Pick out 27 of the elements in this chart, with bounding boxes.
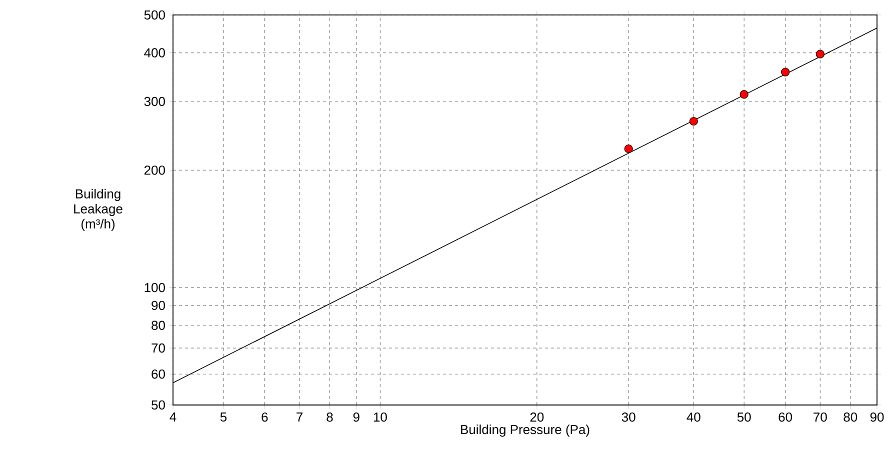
- x-tick-label: 8: [326, 412, 333, 422]
- x-tick-label: 30: [622, 412, 636, 422]
- y-axis-title: Building Leakage (m³/h): [74, 188, 122, 232]
- y-tick-label: 70: [152, 343, 165, 353]
- x-tick-label: 50: [737, 412, 751, 422]
- x-tick-label: 7: [296, 412, 302, 422]
- y-tick-label: 60: [152, 370, 165, 379]
- y-tick-label: 200: [144, 166, 165, 175]
- x-tick-label: 90: [870, 412, 884, 422]
- x-tick-label: 20: [530, 412, 544, 422]
- y-tick-label: 100: [144, 282, 165, 292]
- x-tick-label: 80: [844, 412, 858, 422]
- x-tick-label: 9: [353, 412, 360, 422]
- x-tick-label: 40: [686, 412, 700, 422]
- x-tick-label: 5: [220, 412, 227, 422]
- x-tick-label: 6: [262, 412, 268, 422]
- y-tick-label: 500: [144, 10, 165, 20]
- y-tick-label: 50: [152, 400, 165, 410]
- x-tick-label: 4: [170, 412, 176, 422]
- y-tick-label: 400: [144, 48, 165, 58]
- x-tick-label: 60: [778, 412, 792, 422]
- y-tick-label: 90: [152, 300, 165, 310]
- x-tick-label: 70: [814, 412, 827, 422]
- y-tick-label: 300: [144, 96, 165, 106]
- x-axis-title: Building Pressure (Pa): [461, 424, 590, 437]
- y-tick-label: 80: [152, 320, 165, 330]
- x-tick-label: 10: [374, 412, 387, 422]
